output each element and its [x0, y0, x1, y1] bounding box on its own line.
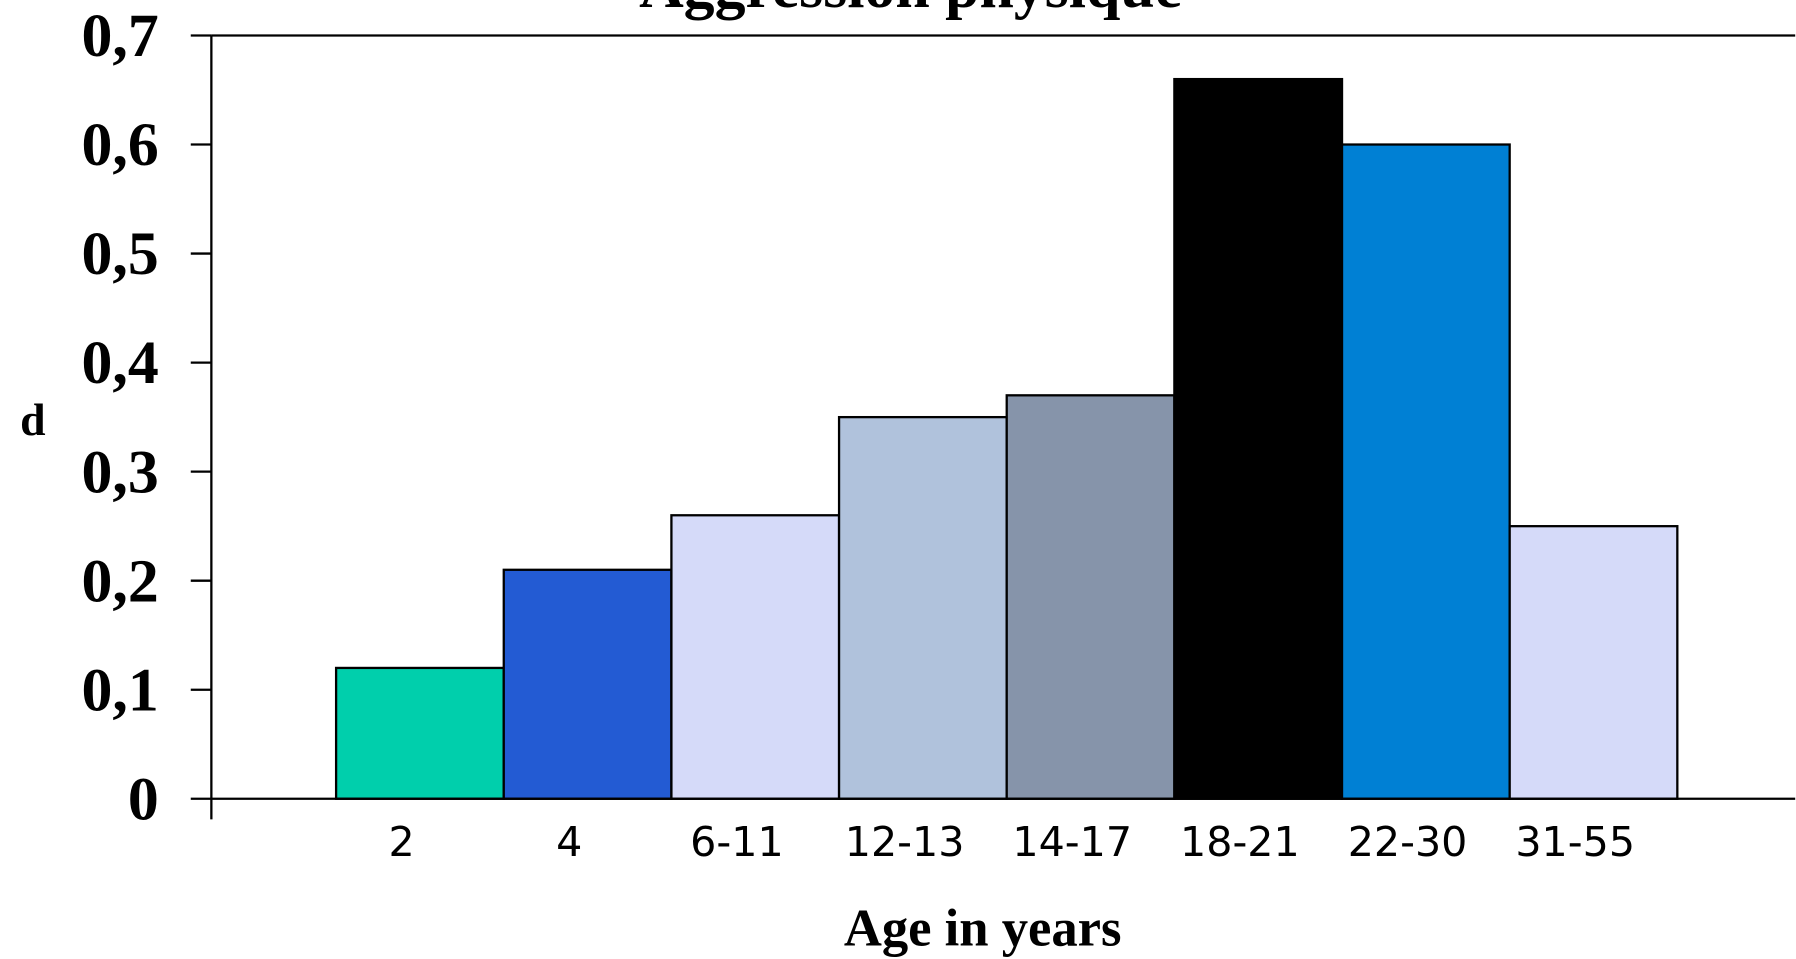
x-tick-label: 22-30	[1348, 818, 1468, 866]
x-tick-label: 14-17	[1012, 818, 1132, 866]
bar	[334, 666, 505, 800]
x-tick-label: 4	[556, 818, 582, 866]
x-tick-label: 18-21	[1180, 818, 1300, 866]
x-tick-label: 6-11	[690, 818, 783, 866]
y-tick-label: 0	[128, 765, 159, 833]
bar	[1340, 143, 1511, 800]
y-tick-label: 0,3	[81, 438, 158, 506]
x-tick-label: 12-13	[845, 818, 965, 866]
y-tick-label: 0,7	[81, 2, 158, 70]
x-tick-label: 2	[389, 818, 415, 866]
bar	[1173, 77, 1344, 800]
bar	[1508, 525, 1679, 800]
bar	[837, 415, 1008, 800]
y-tick-label: 0,6	[81, 111, 158, 179]
x-axis-label: Age in years	[844, 899, 1122, 957]
bar	[1005, 394, 1176, 800]
y-tick-label: 0,2	[81, 547, 158, 615]
y-tick-label: 0,1	[81, 656, 158, 724]
x-tick-label: 31-55	[1515, 818, 1635, 866]
y-tick-label: 0,5	[81, 220, 158, 288]
chart-title: Aggression physique	[639, 0, 1182, 21]
y-tick-label: 0,4	[81, 329, 158, 397]
bar	[502, 568, 673, 800]
bar	[670, 514, 841, 800]
y-axis-label: d	[20, 394, 45, 445]
